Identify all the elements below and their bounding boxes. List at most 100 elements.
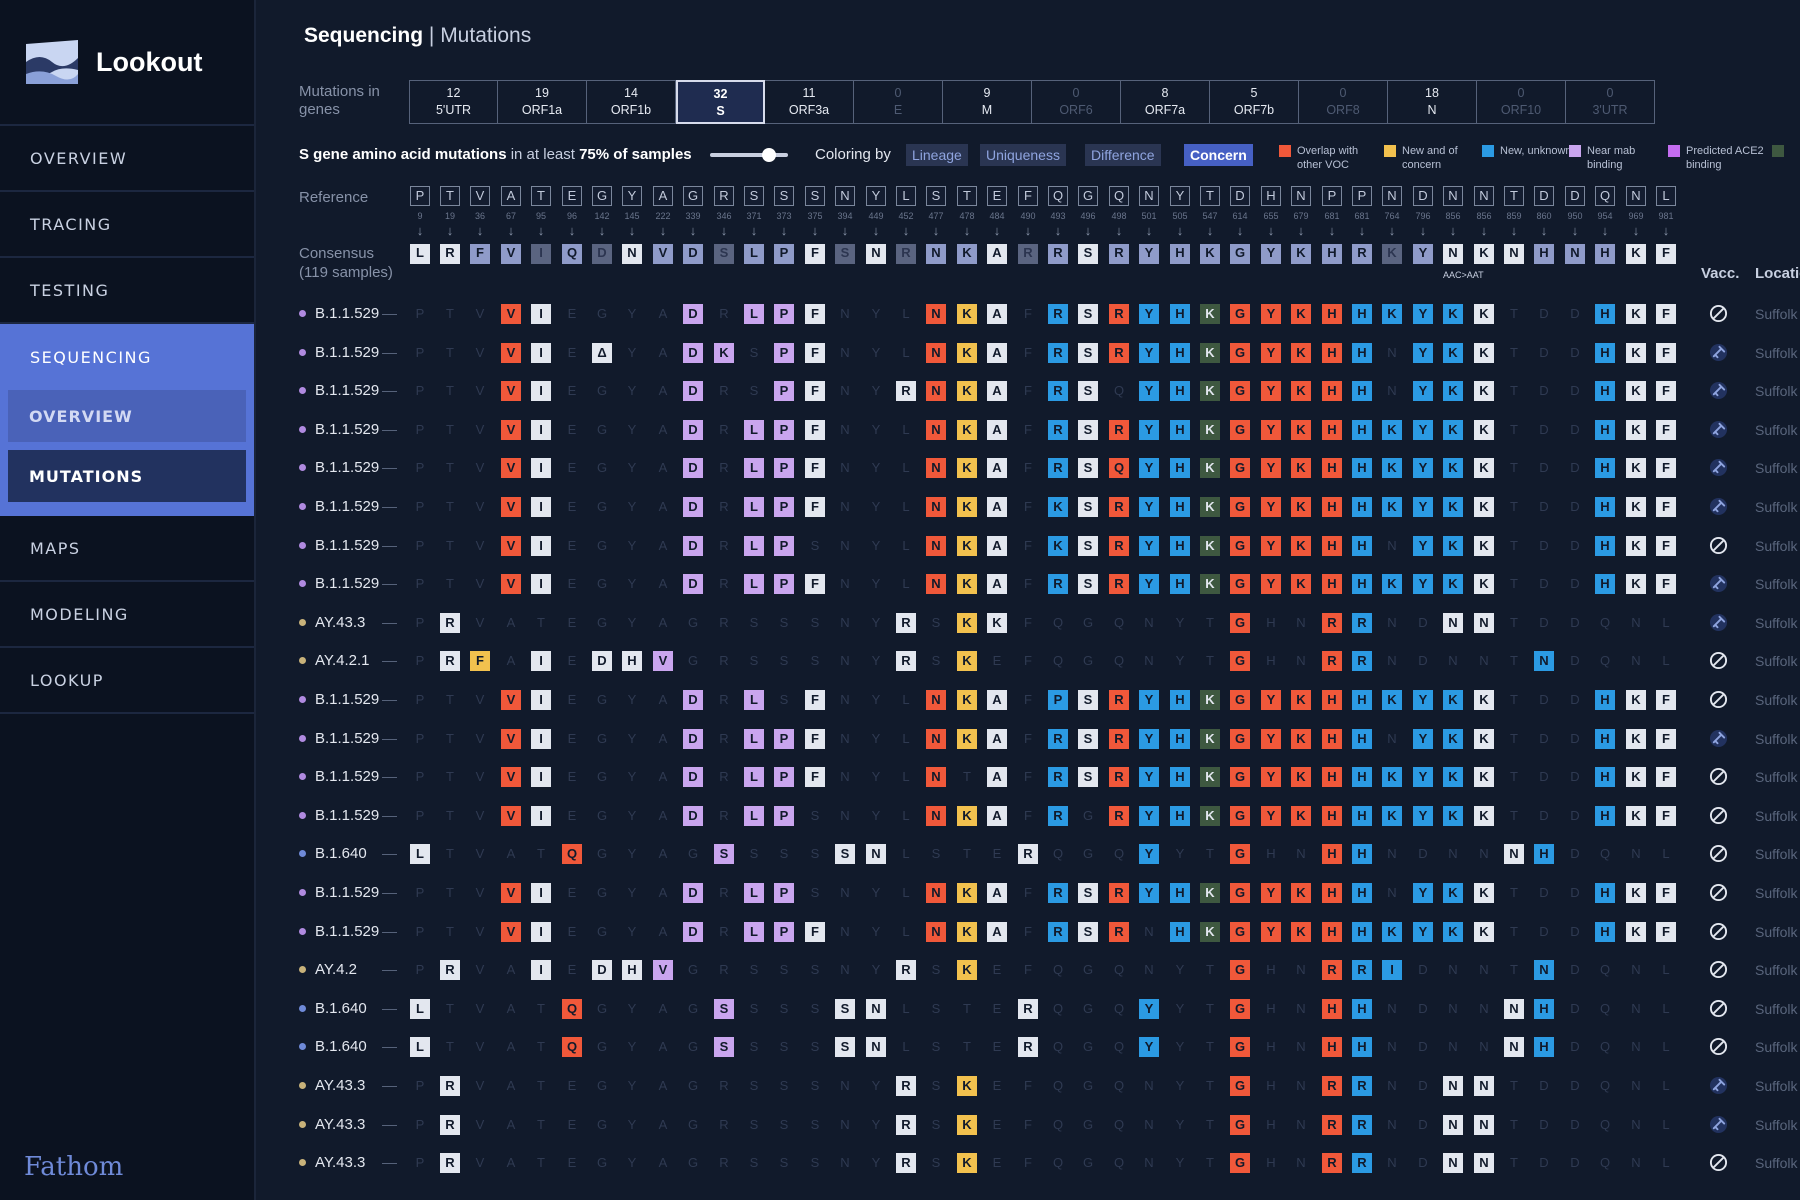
mutation-cell[interactable]: K [1200,690,1220,710]
mutation-cell[interactable]: Y [1261,767,1281,787]
mutation-cell[interactable]: F [1024,576,1032,591]
mutation-cell[interactable]: L [902,576,910,591]
mutation-cell[interactable]: K [1291,536,1311,556]
mutation-cell[interactable]: A [506,962,516,977]
mutation-cell[interactable]: L [410,999,430,1019]
lineage-label[interactable]: B.1.1.529 [315,305,380,322]
mutation-cell[interactable]: F [1024,962,1032,977]
mutation-cell[interactable]: H [1266,1117,1276,1132]
mutation-cell[interactable]: G [1082,1155,1094,1170]
mutation-cell[interactable]: D [1570,345,1580,360]
mutation-cell[interactable]: T [1510,460,1518,475]
mutation-cell[interactable]: K [1200,304,1220,324]
mutation-cell[interactable]: R [719,924,729,939]
mutation-cell[interactable]: N [1387,1001,1397,1016]
mutation-cell[interactable]: H [1534,999,1554,1019]
mutation-cell[interactable]: Y [627,885,637,900]
mutation-cell[interactable]: N [1387,1039,1397,1054]
mutation-cell[interactable]: D [683,458,703,478]
mutation-cell[interactable]: Y [627,1117,637,1132]
mutation-cell[interactable]: S [779,653,789,668]
mutation-cell[interactable]: F [1024,692,1032,707]
mutation-cell[interactable]: S [810,1039,820,1054]
mutation-cell[interactable]: A [506,1001,516,1016]
mutation-cell[interactable]: R [896,960,916,980]
mutation-cell[interactable]: Q [1599,1078,1611,1093]
mutation-cell[interactable]: E [567,731,577,746]
mutation-cell[interactable]: L [902,499,910,514]
mutation-cell[interactable]: Y [871,731,881,746]
mutation-cell[interactable]: H [1266,1155,1276,1170]
lineage-label[interactable]: AY.43.3 [315,1116,366,1133]
mutation-cell[interactable]: F [1024,885,1032,900]
mutation-cell[interactable]: T [1510,345,1518,360]
mutation-cell[interactable]: H [1534,844,1554,864]
mutation-cell[interactable]: P [415,576,425,591]
mutation-cell[interactable]: V [475,1001,485,1016]
sample-row[interactable]: B.1.1.529 P T V V I E G Y A D R L P F N Y L N K A F R S Q Y H K G Y K H… [0,454,1800,484]
mutation-cell[interactable]: K [1626,922,1646,942]
mutation-cell[interactable]: K [1048,497,1068,517]
lineage-label[interactable]: B.1.1.529 [315,421,380,438]
mutation-cell[interactable]: N [926,458,946,478]
mutation-cell[interactable]: N [840,615,850,630]
mutation-cell[interactable]: R [719,576,729,591]
mutation-cell[interactable]: G [596,538,608,553]
sample-row[interactable]: AY.43.3 P R V A T E G Y A G R S S S N Y R S K E F Q G Q N Y T G H N R R N… [0,1149,1800,1179]
mutation-cell[interactable]: N [1144,924,1154,939]
mutation-cell[interactable]: D [1570,885,1580,900]
mutation-cell[interactable]: A [658,499,668,514]
mutation-cell[interactable]: K [1443,381,1463,401]
mutation-cell[interactable]: F [1656,420,1676,440]
mutation-cell[interactable]: Q [1052,846,1064,861]
mutation-cell[interactable]: T [1206,962,1214,977]
sample-row[interactable]: B.1.1.529 P T V V I E G Y A D R S P F N Y R N K A F R S Q Y H K G Y K H… [0,377,1800,407]
mutation-cell[interactable]: G [1230,999,1250,1019]
mutation-cell[interactable]: R [719,422,729,437]
sample-row[interactable]: B.1.1.529 P T V V I E G Y A D R L P F N Y L N T A F R S R Y H K G Y K H… [0,763,1800,793]
mutation-cell[interactable]: Q [1052,653,1064,668]
mutation-cell[interactable]: N [926,381,946,401]
mutation-cell[interactable]: H [1352,1037,1372,1057]
mutation-cell[interactable]: P [774,767,794,787]
mutation-cell[interactable]: R [1109,729,1129,749]
mutation-cell[interactable]: K [1291,343,1311,363]
mutation-cell[interactable]: I [531,883,551,903]
mutation-cell[interactable]: D [1539,1078,1549,1093]
mutation-cell[interactable]: P [415,1117,425,1132]
mutation-cell[interactable]: Y [627,808,637,823]
mutation-cell[interactable]: Y [871,422,881,437]
mutation-cell[interactable]: Y [871,499,881,514]
mutation-cell[interactable]: V [501,497,521,517]
mutation-cell[interactable]: H [1322,844,1342,864]
mutation-cell[interactable]: T [537,1039,545,1054]
mutation-cell[interactable]: R [1109,922,1129,942]
mutation-cell[interactable]: Y [1139,690,1159,710]
mutation-cell[interactable]: S [749,345,759,360]
mutation-cell[interactable]: Y [871,1155,881,1170]
mutation-cell[interactable]: D [1539,885,1549,900]
mutation-cell[interactable]: S [779,1078,789,1093]
mutation-cell[interactable]: F [1024,808,1032,823]
lineage-label[interactable]: B.1.1.529 [315,537,380,554]
mutation-cell[interactable]: I [531,729,551,749]
mutation-cell[interactable]: H [1352,536,1372,556]
mutation-cell[interactable]: Y [1139,343,1159,363]
mutation-cell[interactable]: Y [1139,844,1159,864]
mutation-cell[interactable]: T [963,769,971,784]
mutation-cell[interactable]: K [1626,883,1646,903]
mutation-cell[interactable]: Y [1413,574,1433,594]
mutation-cell[interactable]: S [1078,458,1098,478]
mutation-cell[interactable]: N [840,962,850,977]
mutation-cell[interactable]: R [1048,420,1068,440]
mutation-cell[interactable]: T [446,808,454,823]
mutation-cell[interactable]: S [1078,574,1098,594]
mutation-cell[interactable]: S [779,846,789,861]
mutation-cell[interactable]: R [1109,497,1129,517]
mutation-cell[interactable]: A [658,538,668,553]
mutation-cell[interactable]: A [987,497,1007,517]
mutation-cell[interactable]: K [1200,729,1220,749]
mutation-cell[interactable]: S [810,962,820,977]
mutation-cell[interactable]: D [1418,653,1428,668]
mutation-cell[interactable]: I [531,381,551,401]
